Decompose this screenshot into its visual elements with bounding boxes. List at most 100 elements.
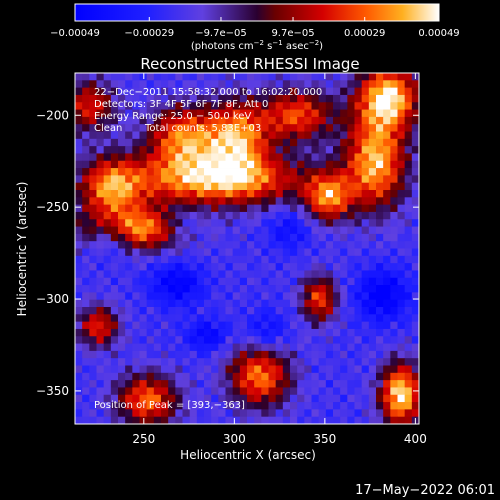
heatmap-cell	[139, 204, 148, 213]
heatmap-cell	[247, 146, 255, 154]
heatmap-cell	[125, 80, 133, 89]
heatmap-cell	[340, 226, 348, 235]
heatmap-cell	[340, 321, 348, 330]
heatmap-cell	[383, 299, 391, 308]
heatmap-cell	[125, 138, 133, 147]
heatmap-cell	[103, 285, 112, 293]
heatmap-cell	[347, 138, 355, 147]
heatmap-cell	[189, 314, 198, 323]
heatmap-cell	[411, 409, 420, 418]
heatmap-cell	[161, 233, 169, 242]
heatmap-cell	[139, 248, 148, 257]
heatmap-cell	[376, 277, 384, 286]
heatmap-cell	[254, 160, 262, 169]
heatmap-cell	[161, 197, 169, 206]
colorbar-unit: (photons cm−2 s−1 asec−2)	[191, 39, 323, 52]
heatmap-cell	[182, 380, 191, 388]
heatmap-cell	[411, 380, 420, 388]
heatmap-cell	[75, 182, 83, 191]
heatmap-cell	[96, 175, 105, 184]
x-tick-label: 250	[132, 432, 155, 446]
heatmap-cell	[103, 109, 112, 118]
heatmap-cell	[368, 153, 377, 162]
heatmap-cell	[376, 160, 384, 169]
heatmap-cell	[161, 102, 169, 110]
heatmap-cell	[239, 124, 248, 132]
heatmap-cell	[103, 175, 112, 184]
heatmap-cell	[376, 241, 384, 249]
heatmap-cell	[261, 248, 269, 257]
heatmap-cell	[232, 394, 241, 403]
heatmap-cell	[153, 109, 162, 118]
heatmap-cell	[318, 190, 327, 198]
heatmap-cell	[182, 387, 191, 396]
heatmap-cell	[103, 277, 112, 286]
heatmap-cell	[254, 394, 262, 403]
heatmap-cell	[247, 299, 255, 308]
heatmap-cell	[103, 409, 112, 418]
heatmap-cell	[390, 358, 398, 366]
heatmap-cell	[139, 160, 148, 169]
heatmap-cell	[383, 321, 391, 330]
heatmap-cell	[404, 153, 413, 162]
heatmap-cell	[376, 292, 384, 301]
heatmap-cell	[247, 102, 255, 110]
heatmap-cell	[161, 87, 169, 96]
heatmap-cell	[275, 372, 284, 381]
heatmap-cell	[182, 409, 191, 418]
heatmap-cell	[297, 307, 305, 315]
heatmap-cell	[211, 358, 219, 366]
heatmap-cell	[290, 402, 298, 410]
heatmap-cell	[125, 116, 133, 125]
heatmap-cell	[254, 321, 262, 330]
heatmap-cell	[139, 175, 148, 184]
heatmap-cell	[340, 197, 348, 206]
heatmap-cell	[254, 233, 262, 242]
heatmap-cell	[304, 190, 312, 198]
heatmap-cell	[96, 109, 105, 118]
heatmap-cell	[168, 248, 176, 257]
heatmap-cell	[354, 153, 363, 162]
heatmap-cell	[304, 211, 312, 220]
heatmap-cell	[247, 87, 255, 96]
heatmap-cell	[118, 204, 126, 213]
heatmap-cell	[254, 248, 262, 257]
heatmap-cell	[275, 124, 284, 132]
heatmap-cell	[232, 380, 241, 388]
heatmap-cell	[218, 182, 226, 191]
heatmap-cell	[75, 380, 83, 388]
heatmap-cell	[254, 80, 262, 89]
heatmap-cell	[304, 409, 312, 418]
heatmap-cell	[311, 168, 320, 176]
heatmap-cell	[161, 131, 169, 140]
heatmap-cell	[333, 402, 341, 410]
heatmap-cell	[290, 314, 298, 323]
heatmap-cell	[368, 175, 377, 184]
heatmap-cell	[175, 416, 183, 425]
heatmap-cell	[175, 146, 183, 154]
heatmap-cell	[261, 402, 269, 410]
heatmap-cell	[333, 416, 341, 425]
heatmap-cell	[75, 124, 83, 132]
heatmap-cell	[354, 116, 363, 125]
heatmap-cell	[153, 153, 162, 162]
heatmap-cell	[118, 160, 126, 169]
heatmap-cell	[347, 87, 355, 96]
heatmap-cell	[239, 402, 248, 410]
heatmap-cell	[239, 380, 248, 388]
heatmap-cell	[383, 226, 391, 235]
heatmap-cell	[232, 270, 241, 279]
heatmap-cell	[82, 116, 90, 125]
heatmap-cell	[282, 182, 291, 191]
heatmap-cell	[297, 292, 305, 301]
heatmap-cell	[96, 226, 105, 235]
heatmap-cell	[204, 358, 212, 366]
heatmap-cell	[390, 160, 398, 169]
heatmap-cell	[268, 233, 277, 242]
heatmap-cell	[282, 197, 291, 206]
heatmap-cell	[75, 204, 83, 213]
heatmap-cell	[168, 204, 176, 213]
heatmap-cell	[333, 182, 341, 191]
heatmap-cell	[125, 314, 133, 323]
heatmap-cell	[290, 321, 298, 330]
